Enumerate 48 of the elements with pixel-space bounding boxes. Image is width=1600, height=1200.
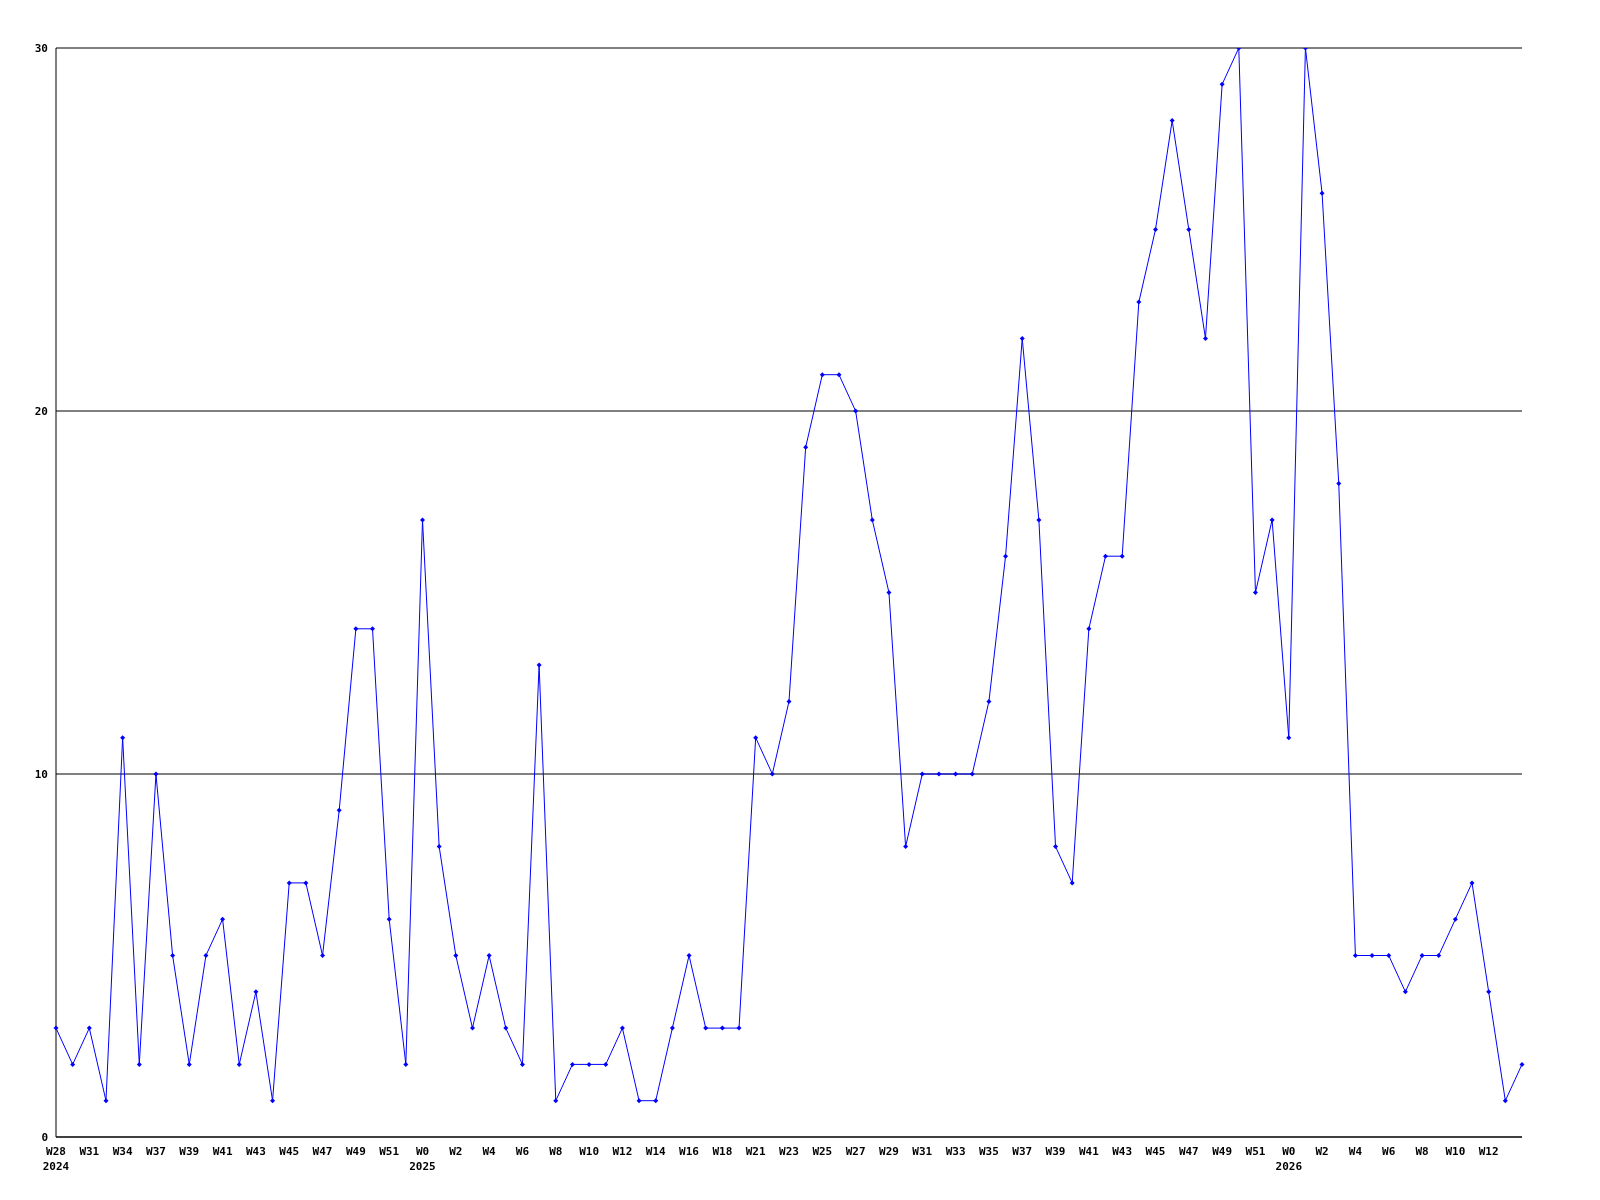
x-tick-label: W51 xyxy=(379,1145,400,1158)
x-tick-label: W35 xyxy=(978,1145,999,1158)
x-tick-label: W39 xyxy=(179,1145,200,1158)
x-tick-label: W12 xyxy=(1478,1145,1499,1158)
x-tick-label: W4 xyxy=(1348,1145,1363,1158)
x-tick-label: W2 xyxy=(1315,1145,1329,1158)
x-tick-label: W45 xyxy=(1145,1145,1166,1158)
x-tick-label: W23 xyxy=(779,1145,799,1158)
x-tick-label: W12 xyxy=(612,1145,633,1158)
x-tick-label: W31 xyxy=(79,1145,100,1158)
x-tick-label: W16 xyxy=(679,1145,700,1158)
x-tick-label: W49 xyxy=(345,1145,366,1158)
x-tick-label: W34 xyxy=(112,1145,133,1158)
y-tick-label: 20 xyxy=(34,404,48,418)
y-tick-label: 10 xyxy=(34,767,48,781)
x-tick-label: W21 xyxy=(745,1145,766,1158)
x-tick-label: W2 xyxy=(449,1145,463,1158)
x-tick-label: W29 xyxy=(879,1145,899,1158)
x-tick-label: W18 xyxy=(712,1145,733,1158)
x-tick-label: W10 xyxy=(1445,1145,1466,1158)
x-tick-label: W43 xyxy=(245,1145,266,1158)
x-tick-label: W41 xyxy=(212,1145,233,1158)
y-tick-label: 30 xyxy=(34,41,48,55)
x-tick-label: W0 2025 xyxy=(409,1145,436,1173)
x-tick-label: W4 xyxy=(482,1145,497,1158)
x-tick-label: W6 xyxy=(1382,1145,1396,1158)
x-tick-label: W33 xyxy=(945,1145,966,1158)
x-tick-label: W6 xyxy=(515,1145,530,1158)
x-tick-label: W47 xyxy=(1178,1145,1199,1158)
x-tick-label: W31 xyxy=(912,1145,933,1158)
x-tick-label: W39 xyxy=(1045,1145,1066,1158)
x-tick-label: W8 xyxy=(549,1145,563,1158)
x-tick-label: W25 xyxy=(812,1145,833,1158)
x-tick-label: W10 xyxy=(579,1145,600,1158)
x-tick-label: W27 xyxy=(845,1145,866,1158)
x-tick-label: W37 xyxy=(146,1145,166,1158)
x-tick-label: W0 2026 xyxy=(1275,1145,1303,1173)
y-tick-label: 0 xyxy=(41,1130,48,1144)
x-tick-label: W37 xyxy=(1012,1145,1033,1158)
x-tick-label: W41 xyxy=(1078,1145,1100,1158)
x-tick-label: W28 2024 xyxy=(42,1145,70,1173)
x-tick-label: W47 xyxy=(312,1145,333,1158)
x-tick-label: W14 xyxy=(645,1145,667,1158)
x-tick-label: W8 xyxy=(1415,1145,1429,1158)
x-tick-label: W51 xyxy=(1245,1145,1266,1158)
x-tick-label: W49 xyxy=(1212,1145,1233,1158)
x-tick-label: W45 xyxy=(279,1145,300,1158)
x-tick-label: W43 xyxy=(1112,1145,1133,1158)
